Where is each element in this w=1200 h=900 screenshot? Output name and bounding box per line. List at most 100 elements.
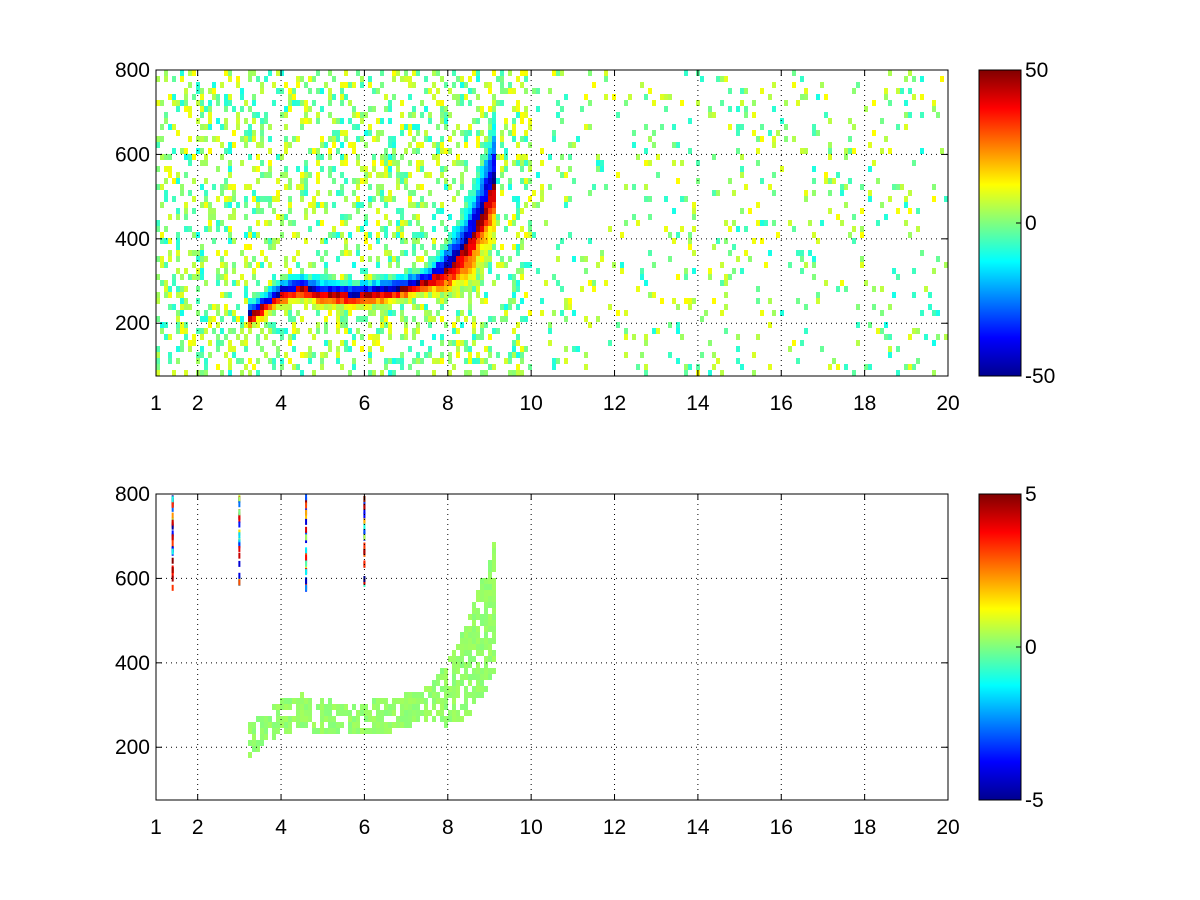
heatmap-cell bbox=[228, 166, 232, 172]
heatmap-cell bbox=[520, 112, 524, 118]
heatmap-cell bbox=[764, 220, 768, 226]
heatmap-cell bbox=[172, 280, 176, 286]
heatmap-cell bbox=[232, 352, 236, 358]
heatmap-cell bbox=[516, 364, 520, 370]
heatmap-cell bbox=[848, 148, 852, 154]
heatmap-cell bbox=[428, 262, 432, 268]
heatmap-cell bbox=[404, 334, 408, 340]
heatmap-cell bbox=[440, 256, 444, 262]
heatmap-cell bbox=[444, 280, 448, 286]
heatmap-cell bbox=[624, 310, 628, 316]
heatmap-cell bbox=[448, 370, 452, 376]
heatmap-cell bbox=[244, 130, 248, 136]
heatmap-cell bbox=[260, 118, 264, 124]
heatmap-cell bbox=[584, 352, 588, 358]
heatmap-cell bbox=[472, 178, 476, 184]
heatmap-cell bbox=[292, 322, 296, 328]
heatmap-cell bbox=[344, 310, 348, 316]
heatmap-cell bbox=[392, 698, 396, 704]
heatmap-cell bbox=[664, 226, 668, 232]
heatmap-cell bbox=[228, 328, 232, 334]
heatmap-cell bbox=[600, 250, 604, 256]
heatmap-cell bbox=[272, 704, 276, 710]
heatmap-cell bbox=[232, 328, 236, 334]
heatmap-cell bbox=[172, 94, 176, 100]
heatmap-cell bbox=[732, 268, 736, 274]
heatmap-cell bbox=[828, 364, 832, 370]
heatmap-cell bbox=[404, 220, 408, 226]
heatmap-cell bbox=[308, 704, 312, 710]
heatmap-cell bbox=[408, 274, 412, 280]
heatmap-cell bbox=[208, 220, 212, 226]
heatmap-cell bbox=[340, 280, 344, 286]
heatmap-cell bbox=[496, 328, 500, 334]
heatmap-cell bbox=[300, 698, 304, 704]
heatmap-cell bbox=[468, 656, 472, 662]
heatmap-cell bbox=[556, 100, 560, 106]
heatmap-cell bbox=[472, 214, 476, 220]
heatmap-cell bbox=[384, 160, 388, 166]
heatmap-cell bbox=[464, 644, 468, 650]
heatmap-cell bbox=[171, 530, 174, 537]
heatmap-cell bbox=[344, 244, 348, 250]
heatmap-cell bbox=[452, 238, 456, 244]
heatmap-cell bbox=[412, 710, 416, 716]
heatmap-cell bbox=[272, 82, 276, 88]
colorbar-tick-label: -5 bbox=[1025, 789, 1044, 812]
heatmap-cell bbox=[288, 304, 292, 310]
heatmap-cell bbox=[648, 88, 652, 94]
heatmap-cell bbox=[336, 328, 340, 334]
heatmap-cell bbox=[484, 298, 488, 304]
heatmap-cell bbox=[484, 614, 488, 620]
heatmap-cell bbox=[412, 238, 416, 244]
heatmap-cell bbox=[340, 88, 344, 94]
heatmap-cell bbox=[304, 286, 308, 292]
heatmap-cell bbox=[488, 196, 492, 202]
heatmap-cell bbox=[340, 250, 344, 256]
heatmap-cell bbox=[792, 226, 796, 232]
heatmap-cell bbox=[436, 680, 440, 686]
heatmap-cell bbox=[452, 668, 456, 674]
heatmap-cell bbox=[492, 220, 496, 226]
heatmap-cell bbox=[400, 298, 404, 304]
heatmap-cell bbox=[480, 226, 484, 232]
heatmap-cell bbox=[171, 575, 174, 582]
heatmap-cell bbox=[284, 136, 288, 142]
heatmap-cell bbox=[464, 268, 468, 274]
heatmap-cell bbox=[392, 280, 396, 286]
heatmap-cell bbox=[352, 124, 356, 130]
heatmap-cell bbox=[268, 124, 272, 130]
heatmap-cell bbox=[304, 100, 308, 106]
heatmap-cell bbox=[296, 82, 300, 88]
heatmap-cell bbox=[288, 358, 292, 364]
heatmap-cell bbox=[480, 614, 484, 620]
heatmap-cell bbox=[344, 346, 348, 352]
heatmap-cell bbox=[500, 130, 504, 136]
heatmap-cell bbox=[476, 686, 480, 692]
heatmap-cell bbox=[308, 716, 312, 722]
heatmap-cell bbox=[508, 130, 512, 136]
heatmap-cell bbox=[204, 364, 208, 370]
heatmap-cell bbox=[192, 334, 196, 340]
heatmap-cell bbox=[184, 286, 188, 292]
heatmap-cell bbox=[176, 244, 180, 250]
heatmap-cell bbox=[188, 226, 192, 232]
heatmap-cell bbox=[484, 668, 488, 674]
heatmap-cell bbox=[476, 94, 480, 100]
heatmap-cell bbox=[492, 190, 496, 196]
heatmap-cell bbox=[404, 274, 408, 280]
heatmap-cell bbox=[368, 292, 372, 298]
heatmap-cell bbox=[496, 76, 500, 82]
heatmap-cell bbox=[376, 716, 380, 722]
heatmap-cell bbox=[560, 70, 564, 76]
heatmap-cell bbox=[588, 190, 592, 196]
heatmap-cell bbox=[384, 214, 388, 220]
heatmap-cell bbox=[224, 148, 228, 154]
heatmap-cell bbox=[760, 178, 764, 184]
heatmap-cell bbox=[432, 70, 436, 76]
heatmap-cell bbox=[228, 148, 232, 154]
heatmap-cell bbox=[460, 250, 464, 256]
heatmap-cell bbox=[392, 76, 396, 82]
heatmap-cell bbox=[644, 340, 648, 346]
